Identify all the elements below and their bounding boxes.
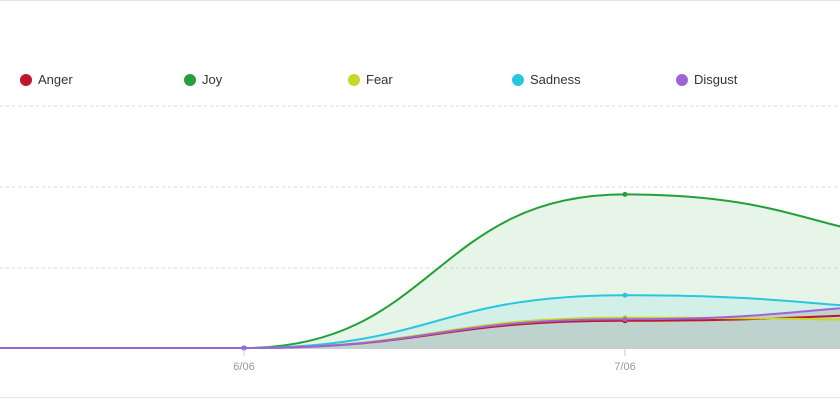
legend-label-anger: Anger <box>38 72 73 87</box>
x-tick-label: 6/06 <box>233 361 254 373</box>
top-border <box>0 0 840 1</box>
legend-label-sadness: Sadness <box>530 72 581 87</box>
disgust-point-6/06[interactable] <box>241 345 247 351</box>
sadness-area <box>0 295 840 349</box>
legend-item-sadness[interactable]: Sadness <box>512 72 581 87</box>
bottom-border <box>0 397 840 398</box>
legend-item-disgust[interactable]: Disgust <box>676 72 737 87</box>
legend-label-joy: Joy <box>202 72 223 87</box>
chart-legend: Anger Joy Fear Sadness Disgust <box>0 72 840 92</box>
sadness-point-7/06[interactable] <box>622 292 628 298</box>
legend-item-joy[interactable]: Joy <box>184 72 222 87</box>
disgust-area <box>0 308 840 349</box>
disgust-line[interactable] <box>0 302 840 350</box>
joy-area <box>0 194 840 349</box>
joy-dot-icon <box>184 73 196 86</box>
x-tick-label: 7/06 <box>614 361 635 373</box>
anger-dot-icon <box>20 73 32 86</box>
disgust-dot-icon <box>676 73 688 86</box>
x-axis-ticks: 6/06 7/06 <box>233 349 636 373</box>
disgust-point-7/06[interactable] <box>622 316 628 322</box>
legend-label-disgust: Disgust <box>694 72 738 87</box>
legend-item-fear[interactable]: Fear <box>348 72 393 87</box>
data-points <box>241 191 628 351</box>
sadness-dot-icon <box>512 73 524 86</box>
legend-label-fear: Fear <box>366 72 393 87</box>
series-lines <box>0 193 840 350</box>
legend-item-anger[interactable]: Anger <box>20 72 73 87</box>
fear-dot-icon <box>348 73 360 86</box>
area-fills <box>0 194 840 349</box>
joy-point-7/06[interactable] <box>622 191 628 197</box>
